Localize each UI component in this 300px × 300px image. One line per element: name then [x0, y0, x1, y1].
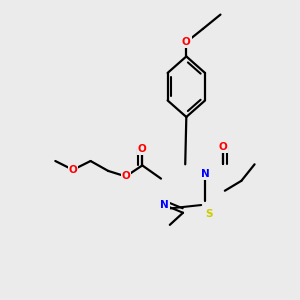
- Text: N: N: [201, 169, 209, 179]
- Text: S: S: [206, 209, 213, 219]
- Text: O: O: [69, 165, 77, 175]
- Text: O: O: [122, 171, 130, 182]
- Text: O: O: [182, 37, 191, 47]
- Text: O: O: [218, 142, 227, 152]
- Text: O: O: [138, 144, 147, 154]
- Text: N: N: [160, 200, 169, 210]
